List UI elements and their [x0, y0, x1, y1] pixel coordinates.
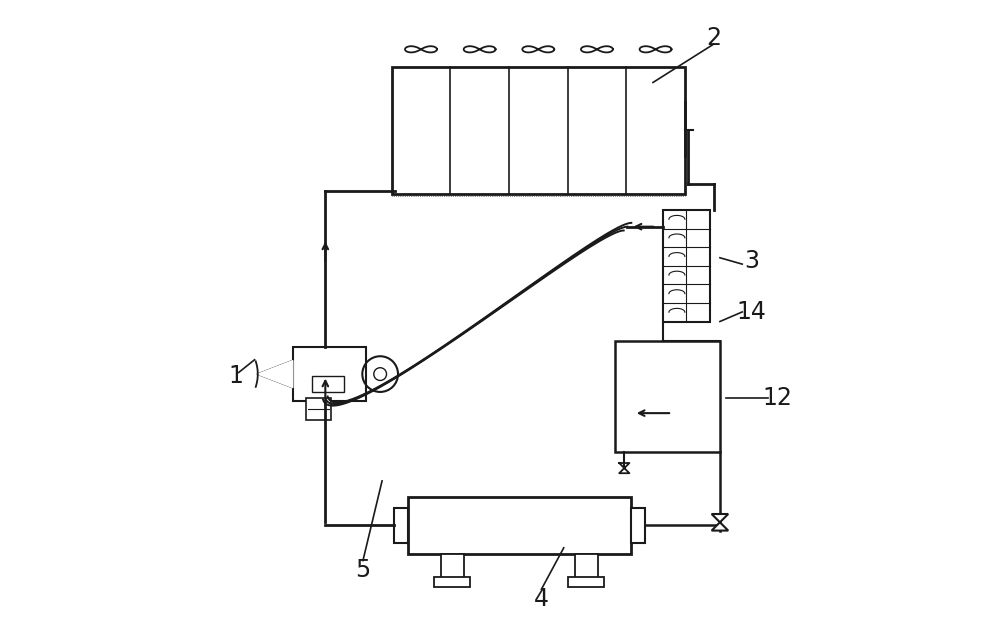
Bar [312, 376, 344, 392]
Polygon shape [258, 361, 293, 388]
Bar [441, 554, 464, 579]
Text: 14: 14 [737, 300, 767, 324]
Bar [575, 554, 598, 579]
Bar [394, 508, 408, 543]
Bar [631, 508, 645, 543]
Bar [568, 577, 604, 587]
Bar [408, 497, 631, 554]
Text: 2: 2 [706, 26, 721, 50]
Text: 4: 4 [534, 587, 549, 611]
Text: 3: 3 [744, 249, 759, 273]
Bar [306, 398, 331, 421]
Bar [293, 347, 366, 401]
Polygon shape [712, 522, 728, 530]
Polygon shape [712, 514, 728, 522]
Bar [392, 66, 685, 194]
Text: 5: 5 [355, 558, 371, 582]
Text: 12: 12 [762, 386, 792, 410]
Bar [434, 577, 470, 587]
Text: 1: 1 [228, 364, 243, 388]
Bar [615, 341, 720, 452]
Bar [663, 210, 710, 322]
